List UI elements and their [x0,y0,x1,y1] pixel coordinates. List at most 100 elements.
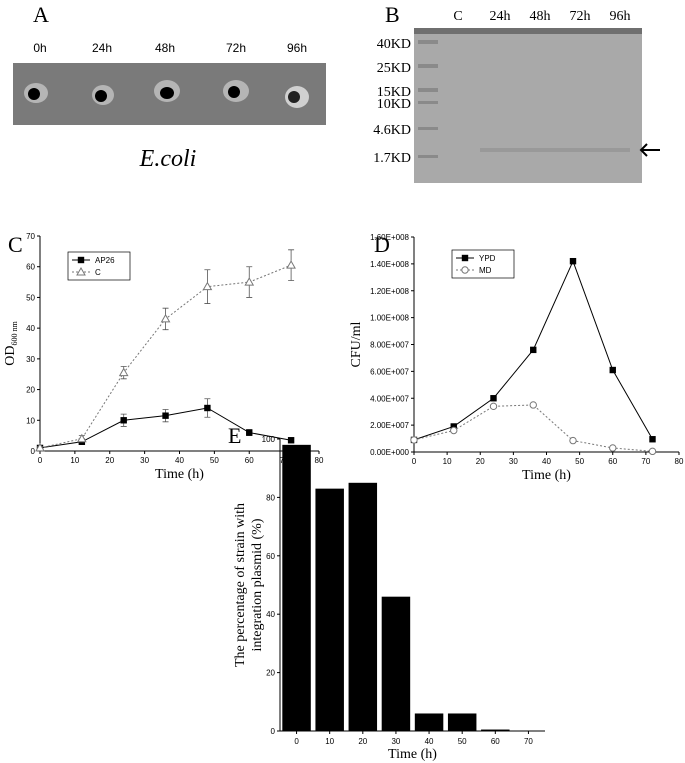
x-tick-label: 0 [294,737,299,746]
marker [286,260,296,269]
inhibition-zones [24,80,309,108]
lane-label: 48h [530,9,551,24]
lane-label: 24h [92,41,112,55]
x-tick-label: 80 [675,457,684,466]
legend-label: AP26 [95,256,115,265]
marker-labels: 40KD 25KD 15KD 10KD 4.6KD 1.7KD [373,37,411,166]
x-tick-label: 40 [175,456,184,465]
marker [120,417,127,424]
panel-label: D [374,232,390,257]
marker [648,447,657,456]
x-tick-label: 10 [325,737,334,746]
marker [489,402,498,411]
x-tick-label: 60 [608,457,617,466]
y-axis-label: CFU/ml [349,321,364,367]
marker [649,436,656,443]
y-tick-label: 40 [266,610,275,619]
marker [410,436,418,444]
y-tick-label: 0 [271,727,276,736]
lane-label: 96h [610,9,631,24]
marker [246,429,253,436]
bar [481,729,510,731]
bar [315,488,344,731]
marker [76,433,87,443]
y-tick-label: 10 [26,416,35,425]
lane-label: 48h [155,41,175,55]
bar [348,482,378,731]
x-tick-label: 40 [425,737,434,746]
arrow [639,143,660,157]
lane-labels: 0h 24h 48h 72h 96h [33,41,307,55]
y-tick-label: 20 [26,386,35,395]
caption: E.coli [139,146,197,172]
y-tick-label: 20 [266,669,275,678]
legend-label: YPD [479,254,496,263]
legend-marker [461,266,469,274]
x-tick-label: 10 [70,456,79,465]
x-axis-label: Time (h) [388,747,437,762]
x-tick-label: 0 [38,456,43,465]
legend-marker [461,254,469,262]
y-axis-label: The percentage of strain with [233,503,248,667]
marker [450,423,457,430]
legend-label: C [95,268,101,277]
marker-label: 40KD [377,37,411,52]
y-axis-label-main: CFU/ml [349,321,364,367]
x-tick-label: 60 [245,456,254,465]
legend-box [451,249,515,279]
panel-label: E [228,423,241,448]
marker [530,346,537,354]
marker-label: 4.6KD [373,123,411,138]
y-tick-label: 50 [26,293,35,302]
y-tick-label: 0.00E+000 [370,448,409,457]
x-tick-label: 50 [575,457,584,466]
x-tick-label: 20 [476,457,485,466]
y-axis-label: integration plasmid (%) [250,518,265,651]
marker [287,437,295,444]
x-tick-label: 70 [524,737,533,746]
x-tick-label: 10 [443,457,452,466]
y-tick-label: 0 [31,447,36,456]
y-tick-label: 1.40E+008 [370,260,409,269]
panel-label: A [33,2,49,27]
marker [202,281,213,291]
x-axis-label: Time (h) [522,468,571,483]
x-axis-label: Time (h) [155,467,204,482]
y-axis-label: OD600 nm [3,321,19,366]
gel-bands [414,28,642,158]
bar [381,596,411,731]
marker [204,404,211,412]
y-tick-label: 1.00E+008 [370,314,409,323]
y-tick-label: 2.00E+007 [370,421,409,430]
x-tick-label: 60 [491,737,500,746]
y-tick-label: 80 [266,493,275,502]
lane-label: 96h [287,41,307,55]
marker [35,442,45,452]
x-tick-label: 20 [358,737,367,746]
marker [609,366,616,374]
y-tick-label: 30 [26,355,35,364]
lane-label: 72h [226,41,246,55]
y-tick-label: 4.00E+007 [370,394,409,403]
y-tick-label: 60 [26,263,35,272]
x-tick-label: 30 [509,457,518,466]
x-tick-label: 30 [391,737,400,746]
bar [282,444,311,731]
panel-label: C [8,232,23,257]
x-tick-label: 50 [458,737,467,746]
lane-label: 24h [490,9,511,24]
marker [244,277,255,286]
gel-lane-labels: C 24h 48h 72h 96h [453,9,630,24]
marker [450,426,458,435]
y-tick-label: 70 [26,232,35,241]
bar [414,713,444,731]
y-tick-label: 6.00E+007 [370,367,409,376]
legend-label: MD [479,266,492,275]
x-tick-label: 50 [210,456,219,465]
x-tick-label: 70 [641,457,650,466]
marker [569,257,577,265]
x-tick-label: 30 [140,456,149,465]
marker [162,412,169,419]
y-tick-label: 60 [266,552,275,561]
